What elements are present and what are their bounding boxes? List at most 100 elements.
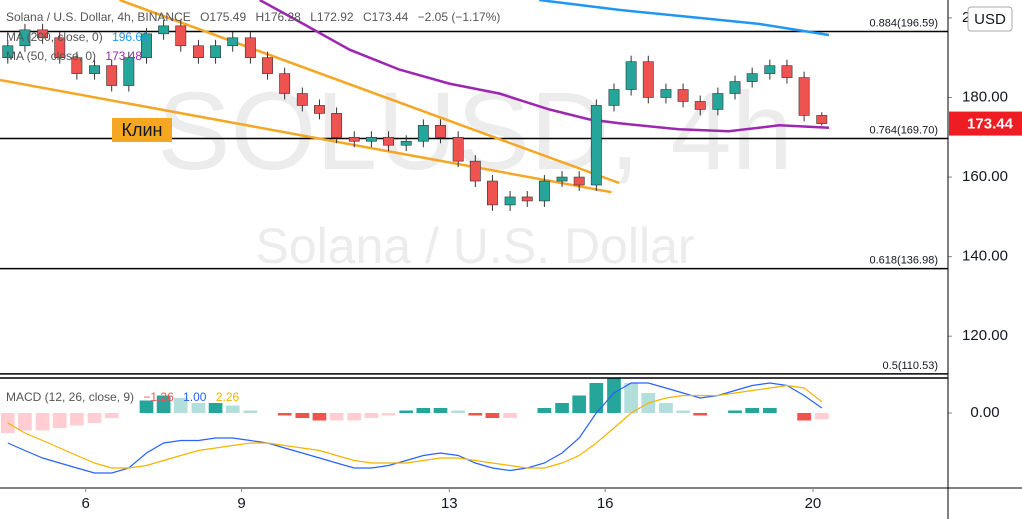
y-tick-label: 160.00: [962, 168, 1008, 185]
candle-body: [141, 33, 152, 58]
candle-body: [677, 89, 689, 102]
fib-label: 0.618(136.98): [870, 255, 939, 267]
ma-value: 196.68: [112, 30, 149, 44]
histogram-bar: [589, 383, 604, 413]
histogram-bar: [572, 395, 587, 413]
histogram-bar: [399, 410, 414, 413]
histogram-bar: [173, 398, 188, 413]
histogram-bar: [70, 413, 84, 426]
candle-body: [469, 160, 481, 182]
x-tick-label: 9: [237, 495, 245, 512]
trendline: [0, 78, 612, 194]
macd-line: [7, 382, 823, 474]
moving-average: [539, 0, 830, 37]
candle-body: [712, 93, 724, 110]
histogram-bar: [87, 413, 102, 423]
ma-name: MA (50, close, 0): [6, 49, 97, 63]
currency-label: USD: [974, 11, 1006, 28]
moving-average: [259, 0, 830, 133]
annotation-text: Клин: [122, 120, 163, 140]
candle-body: [314, 105, 325, 114]
histogram-bar: [503, 413, 517, 418]
annotation: Клин: [112, 118, 172, 142]
candle-body: [556, 176, 568, 182]
x-tick-label: 13: [441, 495, 458, 512]
histogram-bar: [433, 408, 448, 413]
candle-body: [123, 57, 135, 86]
histogram-bar: [277, 413, 292, 416]
candle-body: [486, 180, 498, 206]
candle-body: [642, 61, 654, 98]
candle-body: [798, 77, 810, 116]
candle-body: [210, 45, 222, 58]
price-tag-label: 173.44: [967, 116, 1014, 133]
candle-body: [175, 25, 187, 47]
candle-body: [660, 89, 672, 98]
x-tick-label: 16: [597, 495, 614, 512]
histogram-bar: [35, 413, 50, 431]
fib-label: 0.764(169.70): [870, 124, 939, 136]
candle-body: [296, 93, 308, 106]
histogram-bar: [555, 403, 569, 413]
ma-name: MA (200, close, 0): [6, 30, 103, 44]
histogram-bar: [156, 395, 171, 413]
candle-body: [348, 136, 360, 142]
candle-body: [331, 113, 343, 138]
candle-body: [279, 73, 291, 94]
histogram-bar: [693, 413, 708, 416]
currency-box: [967, 6, 1013, 32]
candle-body: [71, 57, 83, 74]
fib-label: 0.884(196.59): [870, 17, 939, 29]
histogram-bar: [381, 413, 396, 416]
macd-title: MACD (12, 26, close, 9): [6, 390, 135, 404]
ma-value: 173.48: [105, 49, 143, 63]
histogram-bar: [18, 413, 32, 431]
watermark: Solana / U.S. Dollar: [255, 218, 694, 274]
candle-body: [746, 73, 758, 82]
histogram-bar: [0, 413, 15, 433]
histogram-bar: [191, 403, 206, 413]
histogram-bar: [208, 403, 223, 413]
candle-body: [158, 25, 170, 35]
candle-body: [89, 65, 100, 74]
candle-body: [504, 196, 516, 206]
fib-label: 0.5(110.53): [883, 360, 938, 372]
histogram-bar: [225, 405, 240, 413]
candle-body: [383, 136, 394, 146]
y-tick-label: 180.00: [962, 88, 1008, 105]
annotation-box: [112, 118, 172, 142]
histogram-bar: [451, 410, 466, 413]
candle-body: [625, 61, 637, 90]
histogram-bar: [52, 413, 67, 428]
histogram-bar: [364, 413, 379, 418]
candle-body: [192, 45, 204, 58]
candle-body: [262, 57, 273, 74]
candle-body: [106, 65, 118, 86]
histogram-bar: [347, 413, 362, 421]
trendline: [119, 0, 620, 185]
candle-body: [590, 105, 602, 186]
histogram-bar: [728, 410, 742, 413]
candle-body: [244, 37, 256, 58]
ma-legend: MA (200, close, 0) 196.68: [6, 30, 155, 44]
candle-body: [608, 89, 620, 106]
ohlc: C173.44: [362, 10, 409, 24]
candle-body: [19, 29, 31, 47]
header-legend: Solana / U.S. Dollar, 4h, BINANCE O175.4…: [6, 10, 506, 24]
candle-body: [521, 196, 533, 202]
ohlc: O175.49: [200, 10, 247, 24]
y-tick-label: 140.00: [962, 248, 1008, 265]
macd-legend: MACD (12, 26, close, 9) −1.26 1.00 2.26: [6, 390, 245, 404]
candle-body: [400, 140, 412, 146]
candle-body: [538, 180, 550, 202]
y-tick-label: 0.00: [970, 404, 999, 421]
x-tick-label: 6: [82, 495, 90, 512]
histogram-bar: [607, 378, 621, 413]
candle-body: [37, 29, 49, 39]
histogram-bar: [104, 413, 119, 418]
histogram-bar: [243, 410, 258, 413]
candle-body: [781, 65, 793, 78]
